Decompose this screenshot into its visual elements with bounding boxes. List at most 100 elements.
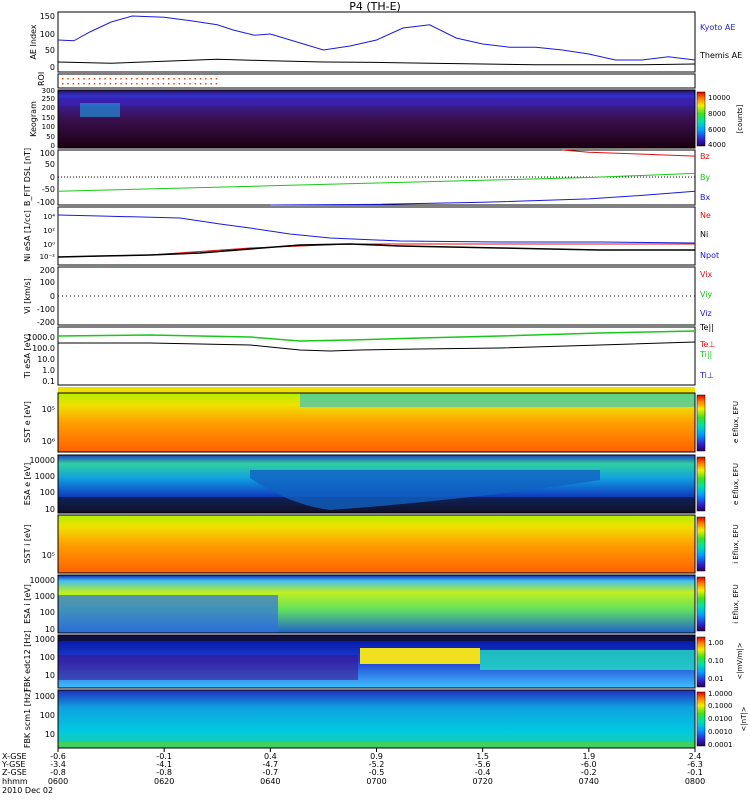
roi-marker — [67, 78, 69, 80]
esa-e-tick: 10000 — [30, 456, 55, 465]
keogram-cb-tick: 10000 — [708, 94, 730, 102]
roi-marker — [130, 78, 133, 80]
roi-marker — [104, 83, 106, 85]
roi-marker — [77, 78, 80, 80]
roi-marker — [83, 83, 85, 85]
fbk-edc-tick: 100 — [40, 653, 55, 662]
fbk-edc-top-dark — [58, 635, 695, 641]
esa-e-tick: 10 — [45, 505, 55, 514]
fbk-edc-tick: 10 — [45, 671, 55, 680]
roi-panel: ROI — [37, 72, 696, 89]
esa-ion-panel: ESA i [eV] 10 100 1000 10000 i Eflux, EF… — [23, 574, 740, 634]
hhmm-row-label: hhmm — [2, 777, 28, 786]
roi-marker — [205, 83, 207, 85]
fbk-scm-cb-tick: 0.1000 — [708, 702, 733, 710]
kyoto-ae-legend: Kyoto AE — [700, 23, 735, 32]
esa-electron-panel: ESA e [eV] 10 100 1000 10000 e Eflux, EF… — [23, 454, 740, 514]
ae-ylabel: AE Index — [29, 24, 38, 59]
fbk-edc-cb-tick: 0.01 — [708, 675, 724, 683]
keogram-tick: 200 — [42, 104, 55, 112]
roi-marker — [215, 78, 218, 80]
time-tick-zgse: -0.7 — [263, 768, 279, 777]
ae-axes-frame — [57, 11, 696, 73]
roi-marker — [72, 78, 75, 80]
roi-marker — [210, 78, 212, 80]
roi-ylabel: ROI — [37, 72, 46, 86]
keogram-colorbar — [696, 91, 706, 147]
roi-marker — [146, 78, 149, 80]
roi-marker — [189, 78, 191, 80]
roi-marker — [104, 78, 106, 80]
time-tick-ygse: -3.4 — [50, 760, 66, 769]
time-tick-xgse: 0.9 — [370, 752, 383, 761]
temperature-panel: Ti eSA [eV] 0.1 1.0 10.0 100.0 1000.0 Te… — [23, 323, 715, 386]
esa-e-cb-label: e Eflux, EFU — [732, 463, 740, 505]
fbk-scm-cb-tick: 0.0100 — [708, 715, 733, 723]
roi-marker — [194, 78, 196, 80]
vix-legend: Vix — [700, 270, 713, 279]
ti-parallel-legend: Ti|| — [699, 350, 712, 359]
esa-i-tick: 10000 — [30, 576, 55, 585]
keogram-bright-patch — [80, 103, 120, 117]
velocity-tick: -200 — [37, 318, 55, 327]
time-tick-hhmm: 0700 — [366, 777, 386, 786]
ni-line — [57, 243, 695, 258]
time-tick-ygse: -4.7 — [263, 760, 279, 769]
roi-marker — [120, 83, 122, 85]
roi-marker — [183, 83, 186, 85]
roi-marker — [194, 83, 196, 85]
fbk-scm-cb-tick: 0.0001 — [708, 741, 733, 749]
roi-marker — [205, 78, 207, 80]
sst-i-ylabel: SST i [eV] — [23, 525, 32, 564]
roi-marker — [210, 83, 212, 85]
density-axes-frame — [57, 206, 696, 266]
esa-e-blue-tongue — [250, 470, 600, 510]
roi-marker — [162, 83, 165, 85]
roi-marker — [173, 83, 175, 85]
roi-marker — [67, 83, 69, 85]
keogram-tick: 150 — [42, 114, 55, 122]
by-line — [57, 172, 696, 192]
roi-marker — [62, 78, 64, 80]
roi-marker — [168, 78, 170, 80]
bz-legend: Bz — [700, 152, 710, 161]
esa-e-axes-frame — [57, 454, 696, 514]
temperature-tick: 100.0 — [32, 344, 55, 353]
roi-marker — [93, 83, 96, 85]
te-perp-legend: Te⊥ — [699, 340, 715, 349]
roi-marker — [115, 83, 117, 85]
roi-marker — [183, 78, 186, 80]
time-tick-hhmm: 0620 — [154, 777, 174, 786]
density-tick: 10⁻² — [40, 253, 56, 261]
esa-i-tick: 10 — [45, 625, 55, 634]
ae-tick-label: 150 — [40, 12, 55, 21]
roi-marker — [125, 78, 128, 80]
esa-e-ylabel: ESA e [eV] — [23, 463, 32, 505]
time-tick-hhmm: 0640 — [260, 777, 280, 786]
time-tick-hhmm: 0800 — [685, 777, 705, 786]
npot-legend: Npot — [700, 251, 719, 260]
sst-e-tick: 10⁶ — [42, 437, 55, 446]
keogram-tick: 250 — [42, 95, 55, 103]
fbk-scm-cb-tick: 0.0010 — [708, 728, 733, 736]
density-panel: Ni eSA [1/cc] 10⁻² 10⁰ 10² 10⁴ Ne Ni Npo… — [23, 206, 719, 266]
fbk-edc-cb-tick: 1.00 — [708, 639, 724, 647]
roi-marker — [141, 83, 143, 85]
xgse-row-label: X-GSE — [2, 752, 27, 761]
keogram-tick: 0 — [51, 142, 55, 150]
sst-i-tick: 10⁵ — [42, 551, 55, 560]
roi-marker — [109, 83, 112, 85]
roi-marker — [88, 83, 90, 85]
viz-legend: Viz — [700, 309, 712, 318]
keogram-cb-tick: 4000 — [708, 141, 726, 149]
fbk-edc-colorbar — [696, 636, 706, 688]
keogram-tick: 300 — [42, 87, 55, 95]
roi-marker — [136, 78, 138, 80]
roi-marker — [215, 83, 218, 85]
bx-legend: Bx — [700, 193, 710, 202]
time-tick-xgse: -0.1 — [156, 752, 172, 761]
fbk-scm-bottom-band — [58, 742, 695, 748]
npot-line — [57, 214, 696, 244]
keogram-cb-tick: 8000 — [708, 110, 726, 118]
density-tick: 10² — [43, 227, 55, 235]
